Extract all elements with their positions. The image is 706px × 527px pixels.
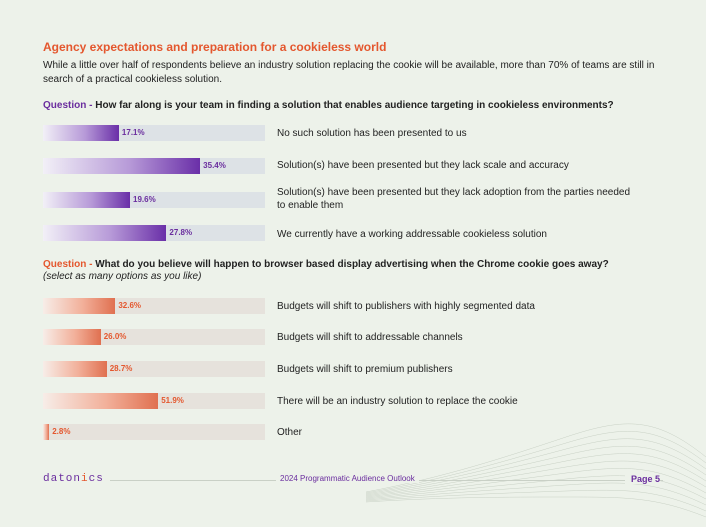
q1-category-label: Solution(s) have been presented but they… bbox=[277, 187, 631, 211]
q1-bar-row: 19.6% bbox=[43, 184, 683, 216]
q2-bar-track bbox=[43, 329, 265, 345]
q2-category-label: Other bbox=[277, 427, 303, 438]
q2-category-label: Budgets will shift to publishers with hi… bbox=[277, 301, 535, 312]
q2-bar-row: 28.7% bbox=[43, 353, 683, 385]
question-2-text: What do you believe will happen to brows… bbox=[95, 259, 609, 270]
decorative-waves bbox=[366, 423, 706, 518]
intro-text: While a little over half of respondents … bbox=[43, 60, 655, 85]
q1-value-label: 27.8% bbox=[169, 228, 193, 237]
q2-bar-track bbox=[43, 298, 265, 314]
question-2-label: Question - bbox=[43, 259, 96, 270]
q1-category-label: We currently have a working addressable … bbox=[277, 229, 547, 240]
q1-bar-fill bbox=[43, 125, 119, 141]
question-1: Question - How far along is your team in… bbox=[43, 100, 614, 111]
logo-text-start: daton bbox=[43, 473, 82, 485]
q2-bar-track bbox=[43, 393, 265, 409]
q2-category-label: There will be an industry solution to re… bbox=[277, 396, 518, 407]
q1-bar-fill bbox=[43, 158, 201, 174]
q2-bar-fill bbox=[43, 329, 101, 345]
q2-bar-track bbox=[43, 361, 265, 377]
q1-bar-row: 17.1% bbox=[43, 117, 683, 149]
logo-text-dot: i bbox=[81, 473, 89, 485]
q2-bar-row: 2.8% bbox=[43, 416, 683, 448]
q1-value-label: 17.1% bbox=[121, 128, 145, 137]
datonics-logo: datonics bbox=[43, 473, 110, 485]
q2-value-label: 26.0% bbox=[103, 332, 127, 341]
q2-bar-track bbox=[43, 424, 265, 440]
q1-bar-track bbox=[43, 192, 265, 208]
question-1-text: How far along is your team in finding a … bbox=[95, 100, 614, 111]
q2-value-label: 51.9% bbox=[161, 396, 184, 405]
q2-bar-row: 51.9% bbox=[43, 385, 683, 417]
q2-bar-fill bbox=[43, 424, 50, 440]
q1-bar-fill bbox=[43, 192, 131, 208]
q1-value-label: 35.4% bbox=[203, 161, 226, 170]
q2-value-label: 2.8% bbox=[52, 427, 71, 436]
logo-text-end: cs bbox=[88, 473, 104, 485]
question-2-subtext: (select as many options as you like) bbox=[43, 271, 202, 282]
q1-value-label: 19.6% bbox=[133, 195, 156, 204]
q1-bar-track bbox=[43, 158, 265, 174]
q1-category-label: Solution(s) have been presented but they… bbox=[277, 160, 569, 171]
q2-value-label: 32.6% bbox=[118, 301, 142, 310]
q2-bar-fill bbox=[43, 393, 159, 409]
q1-bar-row: 35.4% bbox=[43, 150, 683, 182]
q2-bar-fill bbox=[43, 298, 116, 314]
q1-bar-track bbox=[43, 225, 265, 241]
q2-category-label: Budgets will shift to premium publishers bbox=[277, 364, 453, 375]
q1-bar-row: 27.8% bbox=[43, 217, 683, 249]
q2-value-label: 28.7% bbox=[109, 364, 133, 373]
q2-bar-fill bbox=[43, 361, 107, 377]
q2-category-label: Budgets will shift to addressable channe… bbox=[277, 332, 463, 343]
q1-bar-track bbox=[43, 125, 265, 141]
question-2: Question - What do you believe will happ… bbox=[43, 259, 609, 282]
footer-report-title: 2024 Programmatic Audience Outlook bbox=[276, 474, 419, 483]
q2-bar-row: 32.6% bbox=[43, 290, 683, 322]
page-title: Agency expectations and preparation for … bbox=[43, 40, 387, 54]
question-1-label: Question - bbox=[43, 100, 96, 111]
q1-bar-fill bbox=[43, 225, 167, 241]
q2-bar-row: 26.0% bbox=[43, 321, 683, 353]
page-number: Page 5 bbox=[625, 474, 661, 484]
q1-category-label: No such solution has been presented to u… bbox=[277, 128, 467, 139]
